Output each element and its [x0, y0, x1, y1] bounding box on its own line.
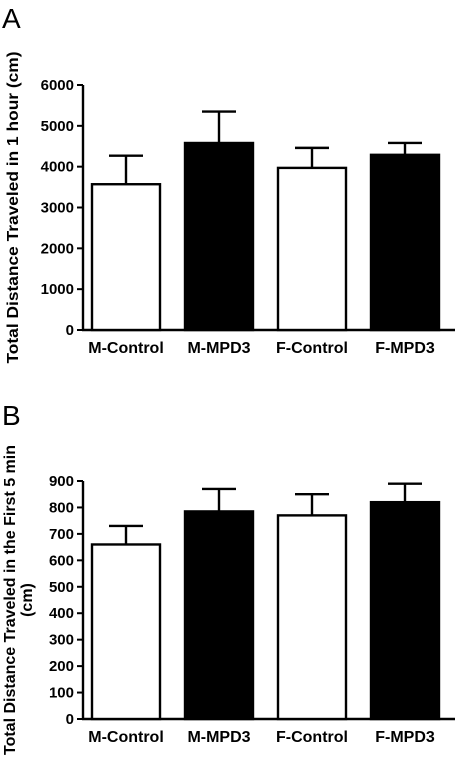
panel-b-y-tick-label: 300: [49, 632, 74, 649]
panel-a-bar: [369, 153, 441, 332]
panel-a-bar: [183, 141, 255, 332]
panel-a-category-label: M-Control: [88, 340, 164, 357]
panel-a-category-label: M-MPD3: [187, 340, 250, 357]
panel-a-category-label: F-MPD3: [375, 340, 435, 357]
panel-a-y-tick-label: 5000: [41, 118, 74, 135]
panel-b-y-tick-label: 0: [66, 711, 74, 728]
chart-panel-a: A 0 1000 2000 3000 4000 5000 6000 M-Control M-MP…: [2, 3, 455, 364]
panel-b-bar: [276, 514, 348, 721]
panel-b-y-tick-label: 800: [49, 499, 74, 516]
panel-a-bar: [276, 166, 348, 332]
panel-b-y-axis-label: Total Distance Traveled in the First 5 m…: [2, 445, 19, 755]
panel-a-y-axis-label: Total Distance Traveled in 1 hour (cm): [5, 52, 22, 364]
panel-a-y-tick-label: 2000: [41, 240, 74, 257]
panel-a-y-tick-label: 3000: [41, 200, 74, 217]
panel-label-a: A: [2, 3, 21, 34]
panel-a-y-tick-label: 1000: [41, 281, 74, 298]
panel-b-y-tick-label: 500: [49, 579, 74, 596]
chart-panel-b: B 0 100 200 300 400 500 600 700 800 900 M-Control M…: [2, 400, 455, 755]
panel-b-y-tick-label: 100: [49, 685, 74, 702]
panel-a-category-label: F-Control: [276, 340, 348, 357]
panel-b-bar: [90, 543, 162, 721]
panel-a-y-tick-label: 0: [66, 322, 74, 339]
panel-b-category-label: M-Control: [88, 729, 164, 746]
panel-b-y-tick-label: 200: [49, 658, 74, 675]
panel-b-y-tick-label: 900: [49, 473, 74, 490]
panel-a-y-tick-label: 6000: [41, 77, 74, 94]
panel-b-category-label: M-MPD3: [187, 729, 250, 746]
panel-b-y-tick-label: 400: [49, 605, 74, 622]
panel-b-y-tick-label: 700: [49, 526, 74, 543]
panel-label-b: B: [2, 400, 21, 431]
panel-b-category-label: F-MPD3: [375, 729, 435, 746]
panel-b-category-label: F-Control: [276, 729, 348, 746]
panel-b-bar: [369, 500, 441, 721]
panel-a-bar: [90, 183, 162, 332]
panel-a-y-tick-label: 4000: [41, 159, 74, 176]
panel-b-y-tick-label: 600: [49, 552, 74, 569]
panel-b-y-axis-label: (cm): [19, 583, 36, 617]
panel-b-bar: [183, 510, 255, 721]
